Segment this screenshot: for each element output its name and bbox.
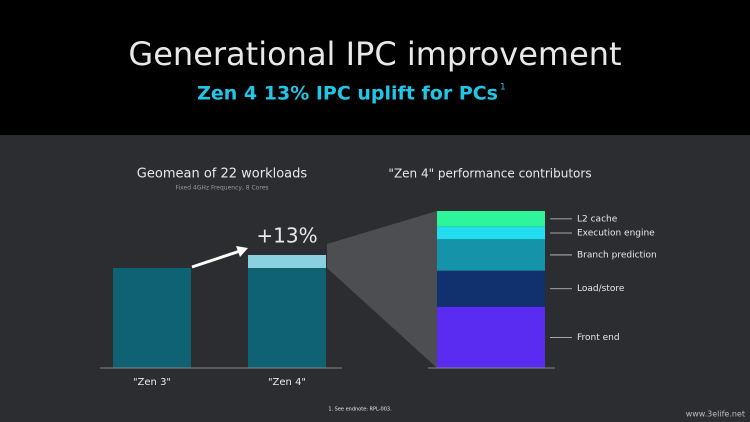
uplift-arrow: [191, 249, 241, 269]
legend-label: Branch prediction: [577, 250, 657, 260]
bar: [248, 268, 326, 368]
chart-subtitle: Fixed 4GHz Frequency, 8 Cores: [175, 185, 268, 192]
footnote: 1. See endnote: RPL-003.: [328, 407, 392, 413]
x-tick-label: "Zen 3": [133, 377, 171, 388]
value-label: +13%: [256, 224, 317, 248]
legend-label: Load/store: [577, 284, 625, 294]
uplift-arrowhead: [236, 246, 248, 257]
chart-title: "Zen 4" performance contributors: [388, 167, 591, 181]
subtitle: Zen 4 13% IPC uplift for PCs: [197, 83, 498, 105]
watermark: www.3elife.net: [686, 410, 745, 419]
legend-label: Front end: [577, 333, 620, 343]
bar: [248, 255, 326, 268]
stack-segment: [437, 226, 545, 240]
title: Generational IPC improvement: [128, 35, 621, 73]
zoom-wedge: [327, 211, 437, 368]
stack-segment: [437, 270, 545, 307]
stack-segment: [437, 306, 545, 368]
stack-segment: [437, 239, 545, 271]
subtitle-superscript: 1: [500, 83, 506, 93]
legend-label: Execution engine: [577, 228, 655, 238]
legend-label: L2 cache: [577, 214, 618, 224]
x-tick-label: "Zen 4": [268, 377, 306, 388]
bar: [113, 268, 191, 368]
chart-title: Geomean of 22 workloads: [137, 167, 308, 182]
stack-segment: [437, 211, 545, 227]
header-band: [0, 0, 750, 135]
